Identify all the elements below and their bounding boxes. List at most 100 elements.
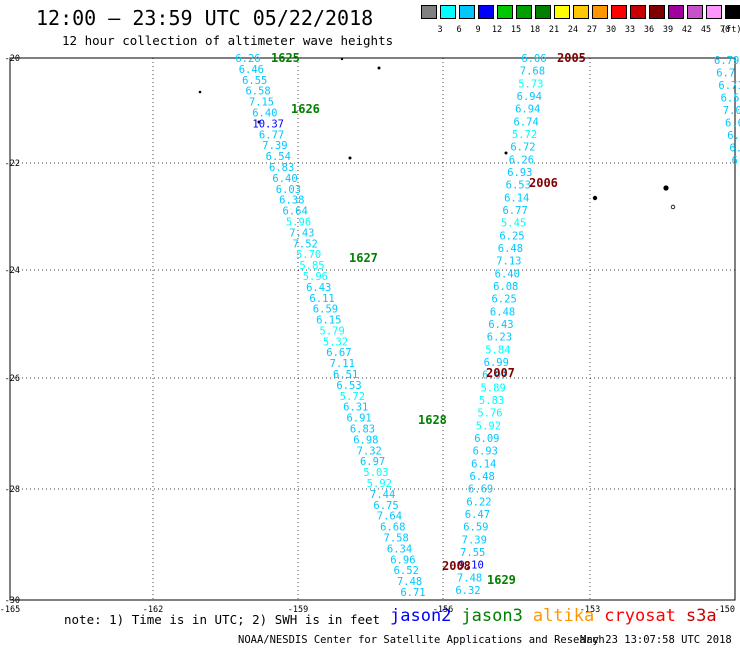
longitude-tick-labels: -165 -162 -159 -156 -153 -150: [0, 605, 735, 615]
time-label: 1627: [349, 251, 378, 265]
swh-value: 5.03: [363, 467, 388, 479]
swh-value: 6.83: [350, 424, 375, 436]
swh-value: 6.40: [252, 107, 277, 119]
swh-value: 6.68: [380, 522, 405, 534]
swh-value: 9.10: [458, 560, 483, 572]
island: [663, 185, 669, 191]
satellite-jason2: jason2: [390, 606, 452, 626]
track-b-values: 6.067.685.736.946.946.745.726.726.266.93…: [455, 53, 546, 597]
legend-swatch: [535, 5, 551, 19]
swh-value: 7.64: [377, 511, 402, 523]
swh-value: 6.53: [506, 180, 531, 192]
time-label: 2007: [486, 366, 515, 380]
time-label: 1628: [418, 413, 447, 427]
swh-value: 6.53: [336, 380, 361, 392]
footer-credit: NOAA/NESDIS Center for Satellite Applica…: [238, 634, 605, 646]
latitude-tick-label: -26: [5, 374, 20, 384]
swh-value: 5.96: [303, 271, 328, 283]
swh-value: 6.38: [279, 195, 304, 207]
legend-label: 18: [529, 25, 541, 35]
track-a-values: 6.266.466.556.587.156.4010.376.777.396.5…: [235, 53, 425, 599]
latitude-tick-label: -22: [5, 159, 20, 169]
legend-label: 9: [475, 25, 481, 35]
longitude-tick-label: -150: [715, 605, 735, 615]
swh-value: 6.23: [487, 332, 512, 344]
island: [670, 204, 676, 210]
satellite-legend: jason2 jason3 altika cryosat s3a: [390, 606, 727, 626]
latitude-tick-labels: -20 -22 -24 -26 -28 -30: [5, 54, 20, 606]
time-label: 1626: [291, 102, 320, 116]
legend-label: 39: [662, 25, 674, 35]
swh-value: 7.48: [457, 572, 482, 584]
islands: [198, 57, 676, 210]
legend-label: 45: [700, 25, 712, 35]
swh-value: 6.59: [313, 304, 338, 316]
island: [592, 195, 598, 201]
swh-value: 6.32: [455, 585, 480, 597]
satellite-jason3: jason3: [461, 606, 523, 626]
swh-value: 7.55: [460, 547, 485, 559]
legend-label: 21: [548, 25, 560, 35]
island: [377, 66, 381, 70]
time-label: 2006: [529, 176, 558, 190]
swh-value: 6.77: [502, 205, 527, 217]
swh-value: 5.72: [512, 129, 537, 141]
swh-value: 5.45: [501, 218, 526, 230]
swh-value: 6.34: [387, 543, 412, 555]
swh-value: 6.2: [732, 155, 740, 167]
swh-value: 6.52: [394, 565, 419, 577]
legend-swatch: [459, 5, 475, 19]
swh-value: 5.73: [518, 78, 543, 90]
swh-value: 7.15: [249, 97, 274, 109]
legend-swatch: [592, 5, 608, 19]
time-label: 2008: [442, 559, 471, 573]
swh-value: 7.32: [357, 445, 382, 457]
swh-value: 6.26: [509, 154, 534, 166]
time-label: 1629: [487, 573, 516, 587]
footer-note: note: 1) Time is in UTC; 2) SWH is in fe…: [64, 612, 381, 627]
legend-swatch: [706, 5, 722, 19]
legend-label: 12: [491, 25, 503, 35]
swh-value: 7.52: [293, 238, 318, 250]
swh-value: 6.14: [504, 192, 529, 204]
swh-value: 7.43: [289, 227, 314, 239]
swh-value: 6.48: [498, 243, 523, 255]
longitude-tick-label: -165: [0, 605, 20, 615]
latitude-tick-label: -24: [5, 266, 20, 276]
swh-value: 7.44: [370, 489, 395, 501]
legend-label: 30: [605, 25, 617, 35]
swh-value: 6.5: [727, 130, 740, 142]
time-label: 2005: [557, 51, 586, 65]
swh-value: 5.85: [299, 260, 324, 272]
swh-value: 6.3: [729, 143, 740, 155]
swh-value: 7.13: [496, 256, 521, 268]
swh-value: 6.97: [360, 456, 385, 468]
swh-value: 6.98: [353, 434, 378, 446]
swh-value: 6.67: [326, 347, 351, 359]
swh-value: 6.25: [499, 230, 524, 242]
swh-value: 6.09: [474, 433, 499, 445]
legend-swatch: [421, 5, 437, 19]
swh-value: 6.64: [282, 206, 307, 218]
legend-swatch: [497, 5, 513, 19]
swh-value: 6.72: [510, 142, 535, 154]
island: [198, 90, 202, 94]
swh-value: 6.7: [716, 68, 735, 80]
legend-swatch: [554, 5, 570, 19]
swh-value: 6.99: [484, 357, 509, 369]
swh-value: 7.68: [520, 66, 545, 78]
swh-value: 6.26: [235, 53, 260, 65]
swh-value: 6.48: [469, 471, 494, 483]
swh-value: 5.96: [286, 216, 311, 228]
swh-value: 6.75: [373, 500, 398, 512]
page-subtitle: 12 hour collection of altimeter wave hei…: [62, 33, 394, 48]
island: [257, 120, 261, 124]
legend-swatch: [611, 5, 627, 19]
legend-label: 24: [567, 25, 579, 35]
swh-value: 6.46: [239, 64, 264, 76]
swh-value: 5.92: [476, 420, 501, 432]
swh-value: 6.91: [346, 413, 371, 425]
swh-value: 6.43: [488, 319, 513, 331]
swh-value: 5.32: [323, 336, 348, 348]
